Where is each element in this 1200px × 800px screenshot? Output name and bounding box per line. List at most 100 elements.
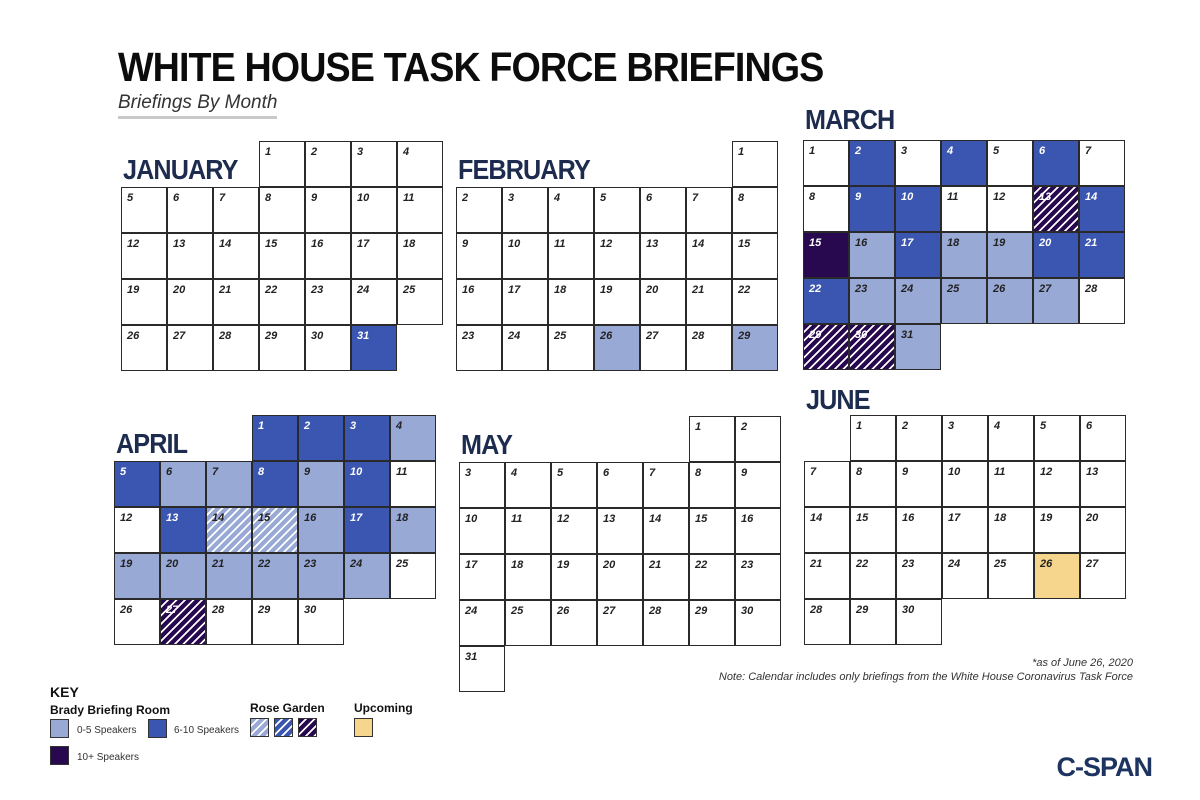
day-cell-march-13: 13 bbox=[1033, 186, 1079, 232]
day-number: 4 bbox=[554, 192, 561, 204]
day-number: 20 bbox=[1086, 512, 1099, 524]
day-cell-january-30: 30 bbox=[305, 325, 351, 371]
month-name-may: MAY bbox=[461, 429, 513, 460]
day-cell-may-4: 4 bbox=[505, 462, 551, 508]
day-cell-may-12: 12 bbox=[551, 508, 597, 554]
key-swatch-rose-10-plus bbox=[298, 718, 317, 737]
day-cell-may-7: 7 bbox=[643, 462, 689, 508]
day-cell-february-23: 23 bbox=[456, 325, 502, 371]
day-cell-april-25: 25 bbox=[390, 553, 436, 599]
day-number: 30 bbox=[855, 329, 868, 341]
day-number: 29 bbox=[695, 605, 708, 617]
day-cell-april-12: 12 bbox=[114, 507, 160, 553]
day-number: 4 bbox=[994, 420, 1001, 432]
day-number: 9 bbox=[304, 466, 311, 478]
day-cell-february-25: 25 bbox=[548, 325, 594, 371]
day-number: 21 bbox=[212, 558, 225, 570]
day-number: 22 bbox=[265, 284, 278, 296]
day-number: 1 bbox=[695, 421, 702, 433]
day-cell-may-26: 26 bbox=[551, 600, 597, 646]
day-cell-january-18: 18 bbox=[397, 233, 443, 279]
day-number: 26 bbox=[120, 604, 133, 616]
day-number: 4 bbox=[511, 467, 518, 479]
day-number: 18 bbox=[396, 512, 409, 524]
day-cell-june-15: 15 bbox=[850, 507, 896, 553]
day-cell-may-24: 24 bbox=[459, 600, 505, 646]
day-number: 19 bbox=[557, 559, 570, 571]
day-cell-january-12: 12 bbox=[121, 233, 167, 279]
day-cell-april-7: 7 bbox=[206, 461, 252, 507]
day-cell-february-28: 28 bbox=[686, 325, 732, 371]
day-number: 8 bbox=[809, 191, 816, 203]
month-name-june: JUNE bbox=[806, 384, 871, 415]
day-cell-april-9: 9 bbox=[298, 461, 344, 507]
day-number: 18 bbox=[947, 237, 960, 249]
day-cell-may-30: 30 bbox=[735, 600, 781, 646]
day-number: 22 bbox=[258, 558, 271, 570]
day-cell-january-11: 11 bbox=[397, 187, 443, 233]
day-cell-may-31: 31 bbox=[459, 646, 505, 692]
day-cell-march-12: 12 bbox=[987, 186, 1033, 232]
day-cell-may-21: 21 bbox=[643, 554, 689, 600]
key-swatch-6-10 bbox=[148, 719, 167, 738]
day-cell-june-13: 13 bbox=[1080, 461, 1126, 507]
day-number: 21 bbox=[1085, 237, 1098, 249]
day-cell-june-28: 28 bbox=[804, 599, 850, 645]
day-cell-june-14: 14 bbox=[804, 507, 850, 553]
day-number: 25 bbox=[396, 558, 409, 570]
day-cell-march-28: 28 bbox=[1079, 278, 1125, 324]
month-name-february: FEBRUARY bbox=[458, 154, 591, 185]
day-number: 28 bbox=[810, 604, 823, 616]
day-number: 7 bbox=[649, 467, 656, 479]
day-number: 10 bbox=[350, 466, 363, 478]
day-number: 8 bbox=[856, 466, 863, 478]
day-number: 4 bbox=[947, 145, 954, 157]
day-cell-february-19: 19 bbox=[594, 279, 640, 325]
day-number: 13 bbox=[173, 238, 186, 250]
day-cell-march-21: 21 bbox=[1079, 232, 1125, 278]
day-number: 26 bbox=[127, 330, 140, 342]
day-number: 12 bbox=[120, 512, 133, 524]
day-number: 30 bbox=[741, 605, 754, 617]
day-number: 6 bbox=[173, 192, 180, 204]
day-number: 28 bbox=[1085, 283, 1098, 295]
day-number: 27 bbox=[1086, 558, 1099, 570]
day-cell-march-11: 11 bbox=[941, 186, 987, 232]
day-cell-april-18: 18 bbox=[390, 507, 436, 553]
day-number: 12 bbox=[1040, 466, 1053, 478]
day-number: 27 bbox=[603, 605, 616, 617]
day-cell-april-15: 15 bbox=[252, 507, 298, 553]
day-cell-march-14: 14 bbox=[1079, 186, 1125, 232]
day-number: 16 bbox=[462, 284, 475, 296]
day-number: 13 bbox=[166, 512, 179, 524]
day-number: 9 bbox=[902, 466, 909, 478]
day-number: 25 bbox=[994, 558, 1007, 570]
day-number: 6 bbox=[1086, 420, 1093, 432]
day-number: 12 bbox=[993, 191, 1006, 203]
day-number: 14 bbox=[212, 512, 225, 524]
day-cell-april-26: 26 bbox=[114, 599, 160, 645]
day-cell-may-28: 28 bbox=[643, 600, 689, 646]
day-number: 16 bbox=[311, 238, 324, 250]
day-cell-may-17: 17 bbox=[459, 554, 505, 600]
day-number: 24 bbox=[508, 330, 521, 342]
day-number: 23 bbox=[304, 558, 317, 570]
day-cell-february-13: 13 bbox=[640, 233, 686, 279]
day-cell-june-22: 22 bbox=[850, 553, 896, 599]
day-cell-february-3: 3 bbox=[502, 187, 548, 233]
day-number: 11 bbox=[994, 466, 1006, 478]
day-number: 19 bbox=[1040, 512, 1053, 524]
day-number: 30 bbox=[902, 604, 915, 616]
day-cell-march-18: 18 bbox=[941, 232, 987, 278]
day-cell-march-2: 2 bbox=[849, 140, 895, 186]
day-number: 17 bbox=[508, 284, 521, 296]
day-cell-february-17: 17 bbox=[502, 279, 548, 325]
day-cell-january-24: 24 bbox=[351, 279, 397, 325]
key-swatch-0-5 bbox=[50, 719, 69, 738]
day-cell-march-22: 22 bbox=[803, 278, 849, 324]
day-number: 5 bbox=[557, 467, 564, 479]
day-cell-march-24: 24 bbox=[895, 278, 941, 324]
day-number: 6 bbox=[1039, 145, 1046, 157]
day-cell-june-7: 7 bbox=[804, 461, 850, 507]
day-cell-june-6: 6 bbox=[1080, 415, 1126, 461]
